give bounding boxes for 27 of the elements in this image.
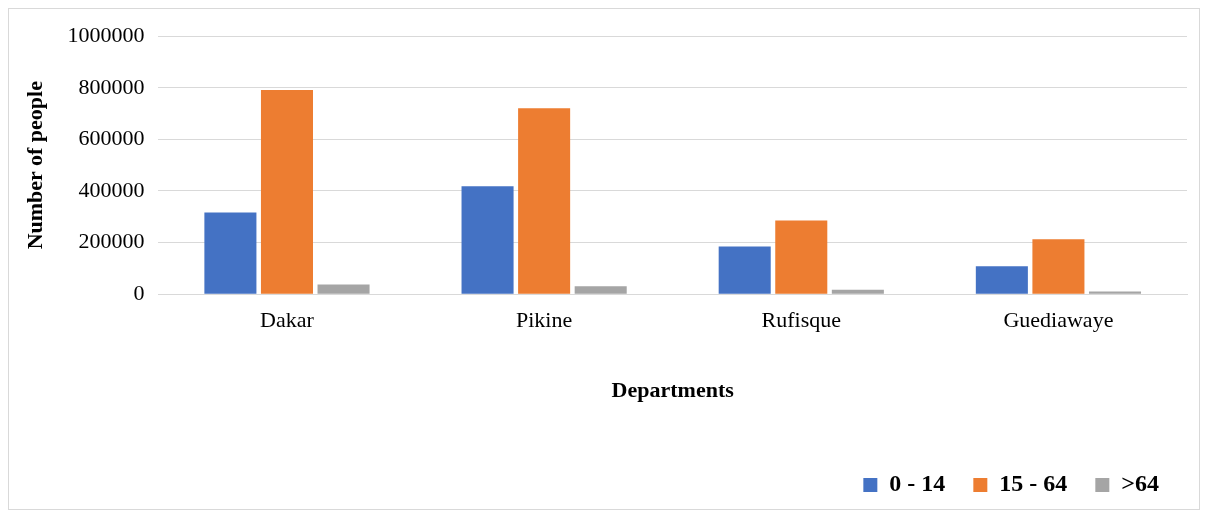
bar — [975, 266, 1028, 294]
bar — [260, 90, 313, 294]
y-axis-title: Number of people — [21, 80, 47, 250]
bar — [1088, 291, 1142, 294]
bar — [461, 186, 514, 294]
bar — [1032, 239, 1085, 294]
y-tick-label: 600000 — [78, 125, 145, 151]
y-tick-label: 800000 — [78, 73, 145, 99]
x-tick-label: Rufisque — [761, 307, 841, 333]
x-tick-label: Dakar — [260, 307, 315, 333]
y-tick-label: 0 — [133, 279, 145, 305]
bar — [718, 246, 771, 294]
x-axis-title: Departments — [611, 377, 735, 403]
x-tick-label: Pikine — [516, 307, 573, 333]
y-tick-label: 1000000 — [67, 21, 145, 47]
bar — [518, 108, 571, 294]
bar — [775, 220, 828, 294]
y-tick-label: 200000 — [78, 228, 145, 254]
legend-label: 0 - 14 — [889, 470, 946, 497]
legend-label: >64 — [1121, 470, 1160, 497]
bar — [831, 289, 884, 294]
bar — [204, 212, 257, 294]
x-tick-label: Guediawaye — [1003, 307, 1114, 333]
legend-label: 15 - 64 — [999, 470, 1068, 497]
y-tick-label: 400000 — [78, 176, 145, 202]
bar — [317, 284, 370, 294]
bar — [574, 286, 627, 294]
